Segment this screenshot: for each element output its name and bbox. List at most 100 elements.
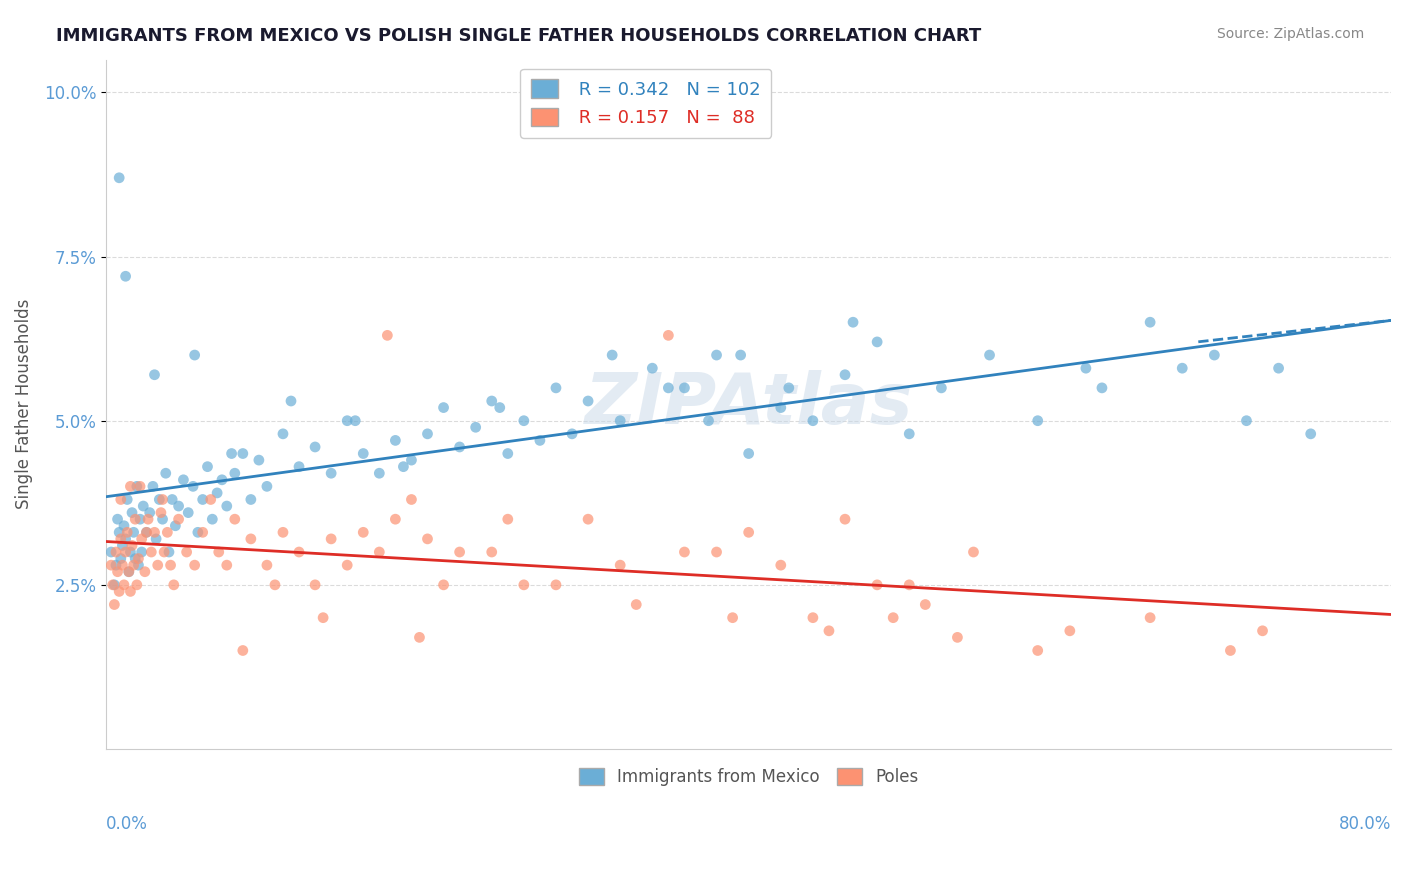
Point	[931, 381, 953, 395]
Point	[143, 525, 166, 540]
Point	[312, 610, 335, 624]
Point	[134, 565, 156, 579]
Point	[153, 545, 176, 559]
Point	[496, 446, 519, 460]
Point	[609, 414, 631, 428]
Point	[769, 401, 792, 415]
Point	[496, 512, 519, 526]
Point	[127, 551, 149, 566]
Point	[271, 426, 294, 441]
Point	[159, 558, 181, 573]
Point	[224, 512, 246, 526]
Point	[377, 328, 399, 343]
Point	[177, 506, 200, 520]
Point	[215, 558, 238, 573]
Point	[112, 518, 135, 533]
Point	[1299, 426, 1322, 441]
Text: Source: ZipAtlas.com: Source: ZipAtlas.com	[1216, 27, 1364, 41]
Point	[609, 558, 631, 573]
Point	[544, 578, 567, 592]
Point	[181, 479, 204, 493]
Point	[321, 467, 343, 481]
Point	[1236, 414, 1258, 428]
Point	[352, 446, 374, 460]
Point	[143, 368, 166, 382]
Point	[352, 525, 374, 540]
Point	[122, 525, 145, 540]
Point	[641, 361, 664, 376]
Point	[152, 512, 174, 526]
Point	[108, 525, 131, 540]
Point	[142, 479, 165, 493]
Point	[673, 381, 696, 395]
Point	[167, 499, 190, 513]
Point	[176, 545, 198, 559]
Point	[201, 512, 224, 526]
Point	[125, 479, 148, 493]
Point	[232, 446, 254, 460]
Point	[481, 394, 503, 409]
Point	[721, 610, 744, 624]
Point	[336, 558, 359, 573]
Point	[304, 440, 326, 454]
Point	[157, 545, 180, 559]
Point	[191, 525, 214, 540]
Point	[256, 558, 278, 573]
Point	[136, 512, 159, 526]
Point	[914, 598, 936, 612]
Point	[449, 440, 471, 454]
Point	[100, 558, 122, 573]
Point	[866, 334, 889, 349]
Point	[187, 525, 209, 540]
Point	[232, 643, 254, 657]
Point	[124, 551, 146, 566]
Point	[882, 610, 904, 624]
Point	[401, 492, 423, 507]
Point	[107, 512, 129, 526]
Point	[1026, 643, 1049, 657]
Point	[401, 453, 423, 467]
Point	[1139, 315, 1161, 329]
Point	[368, 545, 391, 559]
Point	[368, 467, 391, 481]
Point	[111, 558, 134, 573]
Point	[138, 506, 160, 520]
Point	[946, 631, 969, 645]
Point	[432, 578, 454, 592]
Point	[115, 492, 138, 507]
Point	[247, 453, 270, 467]
Point	[156, 525, 179, 540]
Point	[321, 532, 343, 546]
Point	[146, 558, 169, 573]
Point	[124, 512, 146, 526]
Point	[673, 545, 696, 559]
Point	[979, 348, 1001, 362]
Point	[769, 558, 792, 573]
Point	[239, 492, 262, 507]
Point	[110, 551, 132, 566]
Point	[160, 492, 183, 507]
Point	[131, 545, 153, 559]
Point	[191, 492, 214, 507]
Point	[576, 512, 599, 526]
Text: 80.0%: 80.0%	[1339, 814, 1391, 832]
Point	[264, 578, 287, 592]
Point	[183, 348, 205, 362]
Point	[834, 368, 856, 382]
Point	[121, 538, 143, 552]
Point	[239, 532, 262, 546]
Point	[108, 170, 131, 185]
Point	[866, 578, 889, 592]
Point	[208, 545, 231, 559]
Point	[103, 598, 125, 612]
Point	[114, 269, 136, 284]
Point	[131, 532, 153, 546]
Point	[657, 381, 679, 395]
Point	[513, 578, 536, 592]
Point	[115, 525, 138, 540]
Point	[1139, 610, 1161, 624]
Point	[132, 499, 155, 513]
Point	[112, 578, 135, 592]
Point	[697, 414, 720, 428]
Point	[1219, 643, 1241, 657]
